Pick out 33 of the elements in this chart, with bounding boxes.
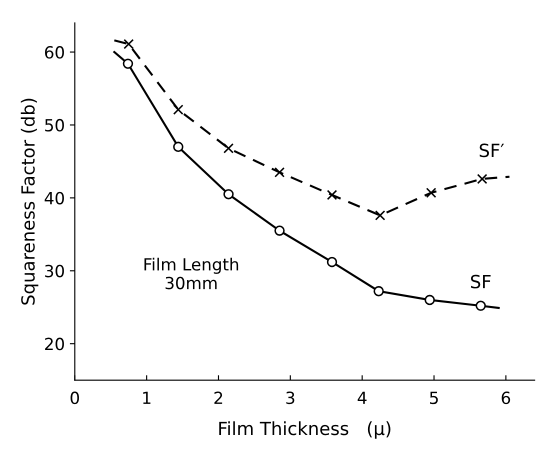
point: [124, 38, 134, 50]
point: [326, 190, 338, 200]
point: [223, 189, 234, 200]
point: [424, 294, 435, 306]
point: [122, 58, 134, 69]
y-tick-label: 40: [44, 192, 64, 204]
x-tick-label: 0: [70, 392, 79, 404]
point: [477, 174, 488, 184]
y-tick-label: 30: [45, 264, 64, 278]
point: [374, 286, 384, 296]
y-axis-title: Squareness Factor (db): [20, 98, 38, 305]
x-tick-label: 4: [358, 392, 367, 404]
annotation: Film Length 30mm: [144, 258, 238, 290]
series-label: SF′: [480, 144, 504, 158]
point: [173, 104, 184, 115]
x-tick-label: 6: [502, 392, 510, 404]
x-axis-title: Film Thickness (μ): [219, 421, 390, 439]
point: [426, 188, 436, 198]
x-tick-label: 5: [430, 392, 438, 404]
point: [274, 167, 285, 178]
point: [374, 210, 386, 221]
point: [173, 142, 184, 152]
x-tick-label: 3: [286, 392, 294, 404]
y-tick-label: 60: [45, 46, 64, 59]
y-tick-label: 20: [45, 338, 64, 350]
series-label: SF: [470, 274, 491, 288]
x-tick-label: 2: [214, 392, 222, 404]
point: [223, 143, 234, 154]
point: [326, 256, 338, 268]
y-tick-label: 50: [45, 118, 64, 132]
point: [476, 300, 486, 311]
point: [274, 226, 285, 236]
x-tick-label: 1: [143, 392, 150, 404]
